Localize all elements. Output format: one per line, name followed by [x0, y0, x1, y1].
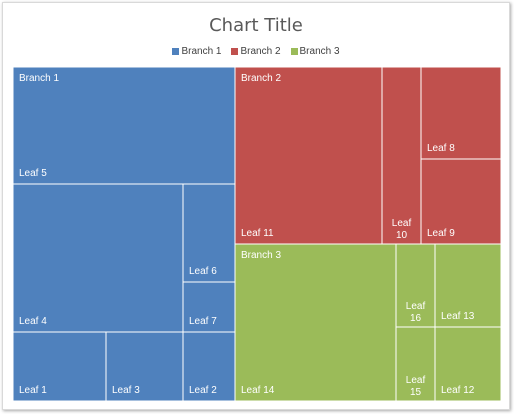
treemap-label-leaf-11: Leaf 11: [241, 228, 274, 239]
legend-label-branch-1: Branch 1: [181, 46, 222, 57]
treemap-label-leaf-8: Leaf 8: [427, 143, 455, 154]
legend-label-branch-3: Branch 3: [299, 46, 340, 57]
treemap-tile-leaf-4: [12, 183, 184, 333]
treemap-label-leaf-1: Leaf 1: [19, 385, 47, 396]
legend-swatch-branch-1: [172, 48, 180, 55]
treemap-tile-leaf-3: [105, 331, 184, 402]
treemap-tile-leaf-16: [395, 243, 436, 328]
treemap-tile-leaf-13: [434, 243, 502, 328]
chart-title: Chart Title: [209, 15, 303, 36]
treemap-tile-leaf-11: [234, 66, 383, 245]
treemap-label-leaf-12: Leaf 12: [441, 385, 475, 396]
treemap-branch-label-branch-1: Branch 1: [19, 73, 59, 84]
treemap-label-leaf-3: Leaf 3: [112, 385, 140, 396]
legend: Branch 1 Branch 2 Branch 3: [3, 46, 509, 57]
treemap-label-leaf-9: Leaf 9: [427, 228, 455, 239]
treemap-tile-leaf-6: [182, 183, 236, 283]
treemap-plot: Leaf 5 Leaf 4 Leaf 1 Leaf 3 Leaf 6 Leaf 7 Leaf…: [12, 66, 502, 402]
treemap-label-leaf-7: Leaf 7: [189, 316, 217, 327]
treemap-tile-leaf-12: [434, 326, 502, 402]
treemap-label-leaf-16: Leaf 16: [406, 301, 426, 324]
treemap-label-leaf-6: Leaf 6: [189, 266, 217, 277]
legend-swatch-branch-3: [290, 48, 298, 55]
legend-entry-branch-3: Branch 3: [290, 46, 340, 57]
legend-entry-branch-1: Branch 1: [172, 46, 221, 57]
legend-swatch-branch-2: [231, 48, 239, 55]
legend-label-branch-2: Branch 2: [240, 46, 281, 57]
treemap-branch-label-branch-2: Branch 2: [241, 73, 281, 84]
treemap-label-leaf-14: Leaf 14: [241, 385, 275, 396]
treemap-label-leaf-2: Leaf 2: [189, 385, 217, 396]
treemap-label-leaf-10: Leaf 10: [392, 218, 412, 241]
treemap-label-leaf-15: Leaf 15: [406, 375, 426, 398]
chart-area: Chart Title Branch 1 Branch 2 Branch 3 L…: [2, 2, 510, 410]
treemap-label-leaf-4: Leaf 4: [19, 316, 47, 327]
treemap-label-leaf-5: Leaf 5: [19, 168, 47, 179]
treemap-tile-leaf-14: [234, 243, 397, 402]
legend-entry-branch-2: Branch 2: [231, 46, 281, 57]
treemap-tile-leaf-8: [420, 66, 502, 160]
treemap-tile-leaf-5: [12, 66, 236, 185]
treemap-tile-leaf-1: [12, 331, 107, 402]
treemap-branch-label-branch-3: Branch 3: [241, 250, 281, 261]
treemap-label-leaf-13: Leaf 13: [441, 311, 475, 322]
